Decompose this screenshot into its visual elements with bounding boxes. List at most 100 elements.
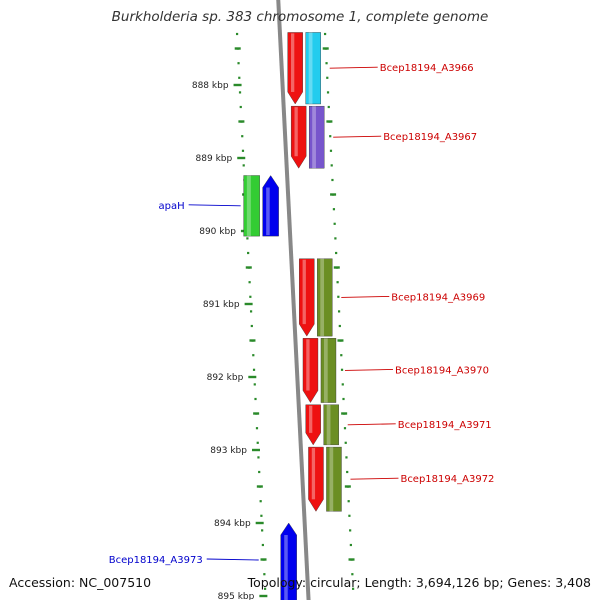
tick-dot-left — [235, 32, 239, 36]
gene-arrow-reverse — [308, 446, 324, 512]
gene-label-leader — [206, 558, 259, 561]
tick-mark-major — [259, 594, 268, 598]
tick-mark-right — [348, 558, 355, 561]
tick-dot-right — [332, 208, 336, 211]
tick-dot-left — [257, 456, 260, 459]
gene-label-leader — [188, 204, 241, 207]
tick-dot-right — [337, 295, 340, 298]
tick-dot-right — [340, 368, 344, 371]
gene-label-leader — [329, 66, 378, 69]
tick-mark-right — [337, 339, 344, 342]
tick-mark-major — [233, 83, 242, 87]
tick-dot-left — [263, 573, 266, 576]
tick-label: 889 kbp — [196, 154, 233, 164]
tick-dot-right — [325, 62, 328, 65]
gene-label-leader — [347, 423, 396, 426]
gene-partner-block-highlight — [246, 175, 251, 237]
tick-dot-right — [343, 427, 347, 430]
tick-dot-left — [261, 529, 264, 532]
tick-dot-left — [252, 354, 255, 357]
gene-label-bcep18194-a3966[interactable]: Bcep18194_A3966 — [380, 63, 474, 74]
gene-partner-block — [326, 446, 342, 512]
tick-mark-right — [326, 120, 333, 123]
tick-dot-right — [329, 149, 333, 152]
gene-label-bcep18194-a3972[interactable]: Bcep18194_A3972 — [400, 474, 494, 485]
gene-label-bcep18194-a3971[interactable]: Bcep18194_A3971 — [398, 420, 492, 431]
tick-dot-right — [326, 91, 330, 94]
gene-partner-block — [317, 258, 333, 337]
tick-label: 888 kbp — [192, 81, 229, 91]
tick-dot-left — [241, 149, 245, 152]
gene-label-leader — [350, 477, 399, 480]
tick-mark-left — [260, 558, 267, 561]
tick-dot-right — [346, 470, 349, 474]
gene-partner-block — [305, 32, 321, 105]
gene-partner-block-highlight — [312, 106, 316, 169]
tick-dot-left — [248, 281, 251, 284]
genes-layer — [243, 32, 342, 600]
tick-dot-right — [338, 324, 341, 328]
tick-dot-right — [342, 397, 345, 401]
tick-dot-left — [239, 105, 242, 109]
tick-mark-major — [248, 375, 257, 379]
gene-arrow-reverse-highlight — [309, 405, 313, 433]
tick-dot-left — [249, 295, 252, 298]
tick-dot-left — [261, 543, 264, 547]
gene-partner-block — [320, 338, 337, 403]
gene-partner-block-highlight — [308, 32, 313, 104]
gene-label-bcep18194-a3969[interactable]: Bcep18194_A3969 — [391, 292, 485, 303]
gene-partner-block — [308, 105, 325, 169]
gene-arrow-reverse — [290, 105, 307, 169]
tick-mark-major — [237, 156, 246, 160]
tick-dot-left — [254, 397, 257, 401]
gene-partner-block — [323, 404, 339, 446]
tick-mark-right — [330, 193, 337, 196]
tick-dot-right — [349, 543, 352, 547]
tick-dot-right — [345, 456, 348, 459]
labels-layer: 888 kbp 889 kbp 890 kbp 891 kbp 892 kbp 893 k… — [109, 63, 495, 600]
tick-mark-major — [244, 302, 253, 306]
tick-dot-right — [351, 587, 355, 590]
tick-dot-right — [349, 529, 352, 532]
tick-dot-right — [334, 237, 337, 240]
tick-dot-right — [344, 441, 347, 444]
gene-arrow-reverse — [299, 258, 315, 337]
gene-label-leader — [341, 295, 390, 298]
gene-label-bcep18194-a3970[interactable]: Bcep18194_A3970 — [395, 365, 489, 376]
gene-arrow-reverse — [287, 32, 303, 105]
tick-dot-right — [326, 76, 329, 79]
tick-dot-right — [347, 500, 350, 503]
gene-arrow-forward-highlight — [266, 187, 270, 236]
gene-arrow-reverse-highlight — [311, 448, 316, 500]
gene-label-bcep18194-a3967[interactable]: Bcep18194_A3967 — [383, 132, 477, 143]
gene-label-bcep18194-a3973[interactable]: Bcep18194_A3973 — [109, 555, 203, 566]
tick-dot-right — [330, 164, 333, 167]
gene-arrow-reverse — [302, 338, 319, 403]
accession-text: Accession: NC_007510 — [9, 575, 152, 590]
chromosome-backbone — [276, 0, 311, 600]
tick-dot-right — [340, 354, 343, 357]
tick-dot-left — [238, 91, 242, 94]
gene-arrow-reverse-highlight — [291, 33, 295, 92]
tick-dot-right — [351, 573, 354, 576]
tick-mark-major — [255, 521, 264, 525]
tick-mark-left — [249, 339, 256, 342]
tick-mark-right — [344, 485, 351, 488]
tick-dot-right — [336, 281, 339, 284]
tick-dot-right — [341, 383, 344, 386]
gene-label-apah[interactable]: apaH — [159, 201, 185, 212]
gene-arrow-forward — [262, 175, 279, 237]
tick-dot-right — [337, 310, 341, 313]
tick-mark-left — [245, 266, 252, 269]
gene-arrow-reverse-highlight — [294, 107, 298, 157]
tick-dot-left — [255, 427, 259, 430]
tick-mark-left — [238, 120, 245, 123]
tick-label: 895 kbp — [218, 592, 255, 600]
gene-partner-block-highlight — [329, 447, 334, 512]
tick-mark-left — [256, 485, 263, 488]
tick-mark-right — [341, 412, 348, 415]
genome-summary-text: Topology: circular; Length: 3,694,126 bp… — [247, 575, 591, 590]
tick-dot-left — [237, 62, 240, 65]
